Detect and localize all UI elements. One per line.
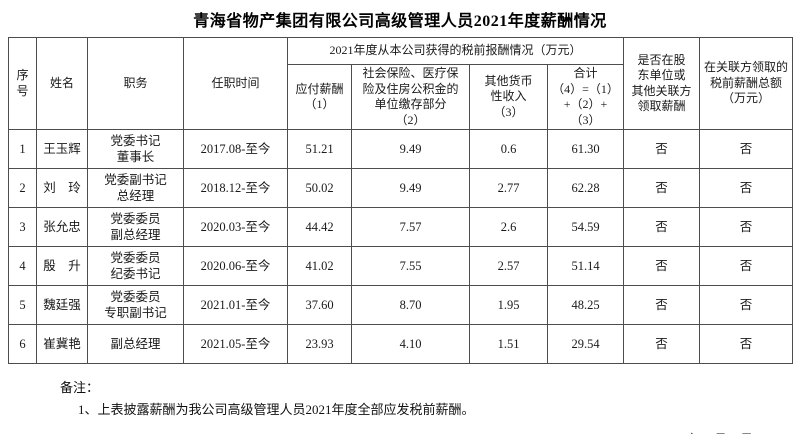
cell-insurance: 8.70	[351, 285, 470, 326]
cell-shareholder-pay: 否	[623, 168, 701, 209]
cell-total: 51.14	[546, 246, 625, 287]
cell-related-party-total: 否	[699, 129, 794, 170]
col-header-pretax-group: 2021年度从本公司获得的税前报酬情况（万元）	[286, 37, 625, 65]
cell-shareholder-pay: 否	[623, 129, 701, 170]
cell-name: 殷 升	[36, 246, 88, 287]
cell-payable: 37.60	[287, 285, 352, 326]
cell-position: 党委书记 董事长	[87, 129, 184, 170]
cell-payable: 44.42	[287, 207, 352, 248]
cell-other-income: 2.6	[469, 207, 548, 248]
cell-name: 王玉辉	[36, 129, 88, 170]
document-date: 2022年12月26日	[0, 429, 753, 434]
cell-insurance: 7.57	[351, 207, 470, 248]
cell-related-party-total: 否	[699, 246, 794, 287]
cell-tenure: 2020.06-至今	[183, 246, 288, 287]
cell-total: 29.54	[546, 324, 625, 365]
col-header-related-party-total: 在关联方领取的 税前薪酬总额 （万元）	[699, 36, 794, 131]
cell-related-party-total: 否	[699, 207, 794, 248]
cell-other-income: 2.77	[469, 168, 548, 209]
cell-position: 副总经理	[87, 324, 184, 365]
cell-other-income: 1.95	[469, 285, 548, 326]
notes-section: 备注： 1、上表披露薪酬为我公司高级管理人员2021年度全部应发税前薪酬。	[60, 377, 800, 418]
col-header-other-income: 其他货币 性收入 （3）	[469, 63, 548, 131]
cell-shareholder-pay: 否	[623, 285, 701, 326]
cell-shareholder-pay: 否	[623, 246, 701, 287]
cell-payable: 41.02	[287, 246, 352, 287]
cell-seq: 3	[8, 207, 37, 248]
cell-tenure: 2021.05-至今	[183, 324, 288, 365]
cell-total: 62.28	[546, 168, 625, 209]
table-row: 4 殷 升 党委委员 纪委书记 2020.06-至今 41.02 7.55 2.…	[8, 246, 794, 287]
col-header-tenure: 任职时间	[183, 36, 288, 131]
page-title: 青海省物产集团有限公司高级管理人员2021年度薪酬情况	[193, 13, 607, 30]
cell-related-party-total: 否	[699, 285, 794, 326]
cell-name: 张允忠	[36, 207, 88, 248]
cell-tenure: 2020.03-至今	[183, 207, 288, 248]
cell-position: 党委副书记 总经理	[87, 168, 184, 209]
col-header-name: 姓名	[36, 36, 88, 131]
cell-related-party-total: 否	[699, 324, 794, 365]
cell-position: 党委委员 副总经理	[87, 207, 184, 248]
col-header-position: 职务	[87, 36, 184, 131]
cell-insurance: 9.49	[351, 168, 470, 209]
cell-tenure: 2017.08-至今	[183, 129, 288, 170]
cell-tenure: 2018.12-至今	[183, 168, 288, 209]
cell-insurance: 9.49	[351, 129, 470, 170]
col-header-total: 合计 （4）=（1） +（2）+ （3）	[546, 63, 625, 131]
cell-shareholder-pay: 否	[623, 207, 701, 248]
cell-name: 刘 玲	[36, 168, 88, 209]
header-row-top: 序 号 姓名 职务 任职时间 2021年度从本公司获得的税前报酬情况（万元） 是…	[8, 36, 794, 131]
cell-position: 党委委员 专职副书记	[87, 285, 184, 326]
table-row: 2 刘 玲 党委副书记 总经理 2018.12-至今 50.02 9.49 2.…	[8, 168, 794, 209]
col-header-insurance: 社会保险、医疗保 险及住房公积金的 单位缴存部分 （2）	[351, 63, 470, 131]
note-item-1: 1、上表披露薪酬为我公司高级管理人员2021年度全部应发税前薪酬。	[78, 402, 475, 418]
cell-payable: 51.21	[287, 129, 352, 170]
col-header-seq: 序 号	[8, 36, 37, 131]
table-row: 5 魏廷强 党委委员 专职副书记 2021.01-至今 37.60 8.70 1…	[8, 285, 794, 326]
cell-other-income: 2.57	[469, 246, 548, 287]
salary-table: 序 号 姓名 职务 任职时间 2021年度从本公司获得的税前报酬情况（万元） 是…	[8, 36, 794, 365]
cell-payable: 23.93	[287, 324, 352, 365]
cell-seq: 2	[8, 168, 37, 209]
header-row-sub: 应付薪酬 （1） 社会保险、医疗保 险及住房公积金的 单位缴存部分 （2） 其他…	[9, 63, 793, 131]
cell-position: 党委委员 纪委书记	[87, 246, 184, 287]
cell-seq: 4	[8, 246, 37, 287]
cell-name: 崔冀艳	[36, 324, 88, 365]
cell-total: 54.59	[546, 207, 625, 248]
col-header-shareholder-pay: 是否在股 东单位或 其他关联方 领取薪酬	[623, 36, 701, 131]
cell-total: 61.30	[546, 129, 625, 170]
table-row: 6 崔冀艳 副总经理 2021.05-至今 23.93 4.10 1.51 29…	[8, 324, 794, 365]
cell-seq: 5	[8, 285, 37, 326]
cell-name: 魏廷强	[36, 285, 88, 326]
cell-total: 48.25	[546, 285, 625, 326]
cell-shareholder-pay: 否	[623, 324, 701, 365]
cell-seq: 6	[8, 324, 37, 365]
col-header-payable: 应付薪酬 （1）	[287, 63, 352, 131]
cell-insurance: 7.55	[351, 246, 470, 287]
cell-other-income: 0.6	[469, 129, 548, 170]
cell-insurance: 4.10	[351, 324, 470, 365]
cell-payable: 50.02	[287, 168, 352, 209]
table-row: 1 王玉辉 党委书记 董事长 2017.08-至今 51.21 9.49 0.6…	[8, 129, 794, 170]
cell-tenure: 2021.01-至今	[183, 285, 288, 326]
table-row: 3 张允忠 党委委员 副总经理 2020.03-至今 44.42 7.57 2.…	[8, 207, 794, 248]
cell-seq: 1	[8, 129, 37, 170]
cell-other-income: 1.51	[469, 324, 548, 365]
cell-related-party-total: 否	[699, 168, 794, 209]
notes-label: 备注：	[60, 380, 100, 396]
